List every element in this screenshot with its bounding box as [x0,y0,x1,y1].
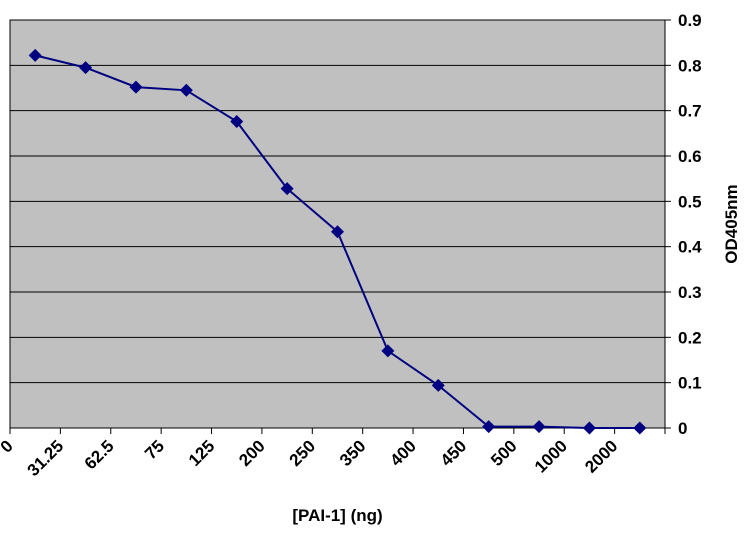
data-point-marker [79,61,93,75]
gridlines [10,64,665,384]
y-tick-label: 0.2 [678,328,702,347]
y-tick-label: 0.5 [678,192,702,211]
x-tick-label: 75 [141,436,168,463]
x-tick-label: 200 [235,436,268,469]
data-point-marker [582,421,596,435]
x-tick-label: 1000 [531,436,571,476]
x-tick-label: 62.5 [81,436,118,473]
y-tick-label: 0.9 [678,11,702,30]
y-tick-label: 0.3 [678,283,702,302]
x-tick-label: 250 [286,436,319,469]
data-point-marker [431,378,445,392]
data-point-marker [482,420,496,434]
x-tick-label: 125 [185,436,218,469]
y-tick-label: 0.6 [678,147,702,166]
x-tick-label: 350 [336,436,369,469]
y-tick-label: 0.1 [678,374,702,393]
x-tick-label: 400 [386,436,419,469]
data-point-marker [28,48,42,62]
x-tick-label: 500 [487,436,520,469]
data-point-marker [179,83,193,97]
data-point-marker [230,115,244,129]
data-point-marker [129,80,143,94]
y-tick-label: 0.7 [678,102,702,121]
data-point-marker [381,344,395,358]
data-point-marker [331,225,344,239]
x-axis: 0 31.25 62.5 75 125 200 250 350 400 450 500 1000 200… [0,428,666,480]
x-tick-label: 2000 [581,436,621,476]
data-point-marker [280,182,294,196]
data-point-marker [633,421,647,435]
series-layer [28,48,647,435]
y-tick-label: 0.8 [678,56,702,75]
y-tick-label: 0 [678,419,687,438]
data-point-marker [532,420,546,434]
x-tick-label: 450 [437,436,470,469]
x-tick-label: 31.25 [24,436,68,480]
x-tick-label: 0 [0,436,17,456]
y-tick-label: 0.4 [678,238,702,257]
plot-area [9,19,666,429]
y-axis-title: OD405nm [722,184,741,263]
y-axis: 0 0.1 0.2 0.3 0.4 0.5 0.6 0.7 0.8 0.9 [665,11,702,438]
x-axis-title: [PAI-1] (ng) [292,506,382,525]
